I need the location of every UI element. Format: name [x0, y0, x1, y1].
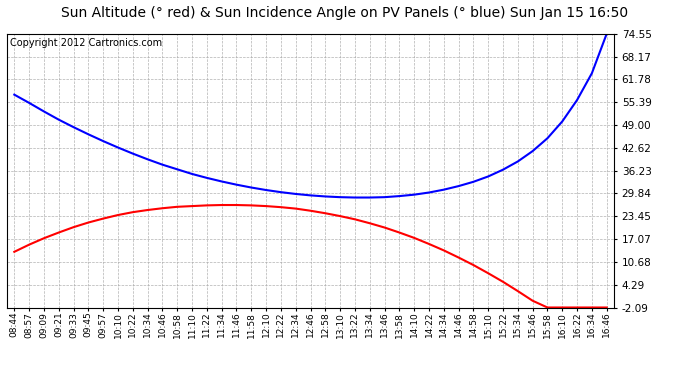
- Text: Copyright 2012 Cartronics.com: Copyright 2012 Cartronics.com: [10, 38, 162, 48]
- Text: Sun Altitude (° red) & Sun Incidence Angle on PV Panels (° blue) Sun Jan 15 16:5: Sun Altitude (° red) & Sun Incidence Ang…: [61, 6, 629, 20]
